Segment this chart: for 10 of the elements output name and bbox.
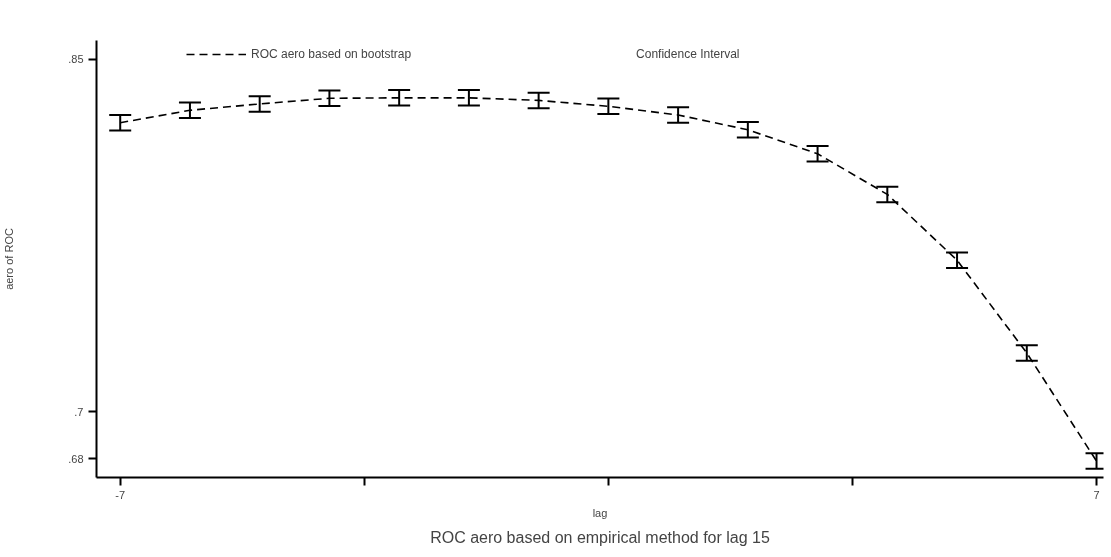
y-tick-label: .7	[74, 405, 84, 418]
y-tick-label: .68	[68, 452, 84, 465]
y-axis-title: aero of ROC	[3, 228, 16, 290]
x-tick-label: -7	[115, 488, 126, 501]
text: ROC aero based on empirical method for lag 15	[430, 528, 770, 546]
y-tick-label: .85	[68, 53, 84, 66]
x-axis-title: lag	[592, 506, 608, 519]
x-tick-label: 7	[1093, 488, 1100, 501]
legend-label: ROC aero based on bootstrap	[251, 47, 412, 61]
annotation: Confidence Interval	[636, 47, 740, 61]
